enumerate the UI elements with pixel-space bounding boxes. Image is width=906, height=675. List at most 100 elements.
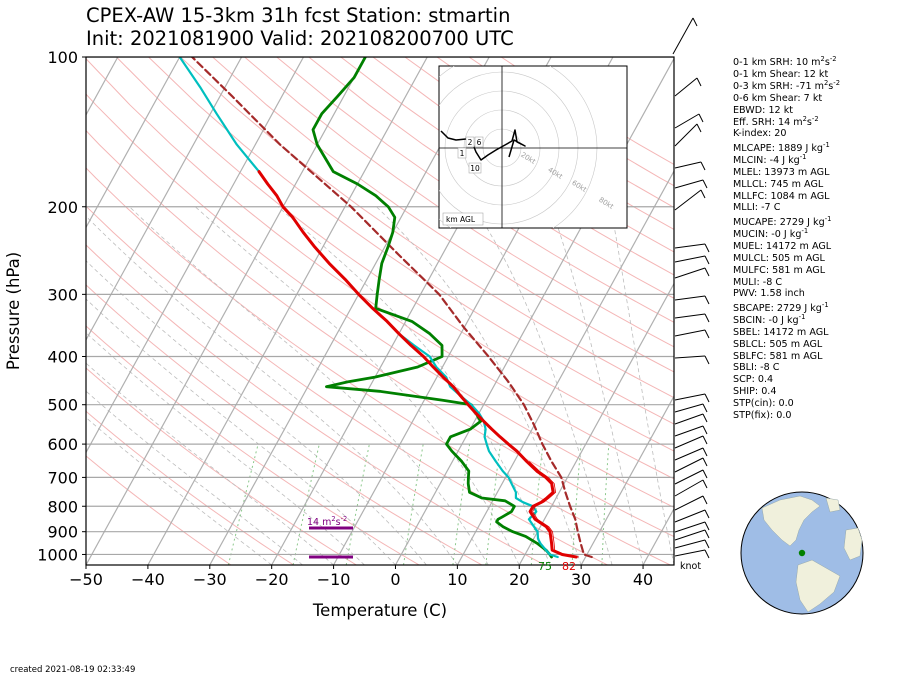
wind-barb-staff <box>674 123 698 147</box>
wind-barb-staff <box>674 435 704 449</box>
y-tick-label: 700 <box>47 468 78 487</box>
wind-barb-staff <box>674 329 706 337</box>
hodograph-legend-label: km AGL <box>446 215 476 224</box>
index-row: MLCAPE: 1889 J kg-1 <box>733 140 830 154</box>
hodograph-height-label: 1 <box>460 149 465 158</box>
wind-barb-staff <box>674 549 706 557</box>
wind-barb-staff <box>674 161 702 169</box>
isotherm-line <box>518 282 674 565</box>
wind-barb-flag <box>702 413 708 423</box>
wind-barb-flag <box>702 179 708 189</box>
wind-barb-flag <box>696 123 702 133</box>
index-row: STP(fix): 0.0 <box>733 410 792 422</box>
wind-barb-staff <box>674 469 704 485</box>
wind-barb-flag <box>704 243 710 253</box>
dry-adiabat-line <box>276 57 674 323</box>
y-tick-label: 300 <box>47 285 78 304</box>
wind-barb-flag <box>702 457 708 467</box>
hodograph-height-box <box>474 136 484 148</box>
moist-adiabat-line <box>129 206 489 565</box>
index-row: MLEL: 13973 m AGL <box>733 166 830 178</box>
x-tick-label: −10 <box>317 570 351 589</box>
index-row: SBLI: -8 C <box>733 362 780 374</box>
mixing-ratio-line <box>403 444 424 565</box>
dry-adiabat-line <box>340 57 674 276</box>
wind-unit-label: knot <box>680 561 701 572</box>
moist-adiabat-line <box>86 298 396 565</box>
mixing-ratio-line <box>227 443 259 565</box>
index-row: MLLFC: 1084 m AGL <box>733 190 830 202</box>
index-row: MLLCL: 745 m AGL <box>733 178 824 190</box>
parcel-profile-line <box>191 57 593 559</box>
globe-north-america <box>761 495 821 547</box>
y-axis-label: Pressure (hPa) <box>4 252 23 370</box>
index-row: K-index: 20 <box>733 128 787 140</box>
globe-africa <box>843 527 863 561</box>
mixing-ratio-line <box>345 443 370 565</box>
plot-frame <box>85 56 675 566</box>
wind-barb-staff <box>674 457 704 473</box>
index-row: MLLI: -7 C <box>733 202 781 214</box>
dry-adiabat-line <box>86 93 674 508</box>
wind-barb-flag <box>704 329 710 339</box>
wind-barb-flag <box>702 447 708 457</box>
dry-adiabat-line <box>86 244 545 565</box>
wind-barb-flag <box>696 77 702 87</box>
x-tick-label: 30 <box>571 570 591 589</box>
dry-adiabat-line <box>86 455 232 565</box>
x-tick-label: −50 <box>69 570 103 589</box>
dry-adiabat-line <box>244 57 674 348</box>
wind-barb-flag <box>704 539 710 549</box>
hodograph-legend-box <box>442 212 484 226</box>
globe-station-marker <box>798 549 806 557</box>
wind-barb-flag <box>700 189 706 199</box>
mixing-ratio-line <box>485 444 501 565</box>
wind-barb-staff <box>674 539 706 549</box>
x-tick-label: 20 <box>509 570 529 589</box>
index-row: 0-6 km Shear: 7 kt <box>733 92 823 104</box>
moist-adiabat-line <box>610 206 674 565</box>
dry-adiabat-line <box>86 325 420 565</box>
dry-adiabat-line <box>212 57 674 373</box>
wind-barb-flag <box>704 295 710 305</box>
surface-temperature-label: 82 <box>562 560 576 573</box>
wind-barb-flag <box>702 403 708 413</box>
index-row: SBLCL: 505 m AGL <box>733 338 823 350</box>
wind-barb-staff <box>674 295 706 301</box>
wind-barb-staff <box>674 267 706 279</box>
isotherm-line <box>86 57 243 342</box>
wind-barb-flag <box>704 529 710 539</box>
index-row: 0-3 km SRH: -71 m2s-2 <box>733 78 840 92</box>
wind-barb-staff <box>674 521 706 533</box>
index-row: MULFC: 581 m AGL <box>733 264 826 276</box>
wind-barb-staff <box>674 393 706 401</box>
wind-barb-flag <box>702 425 708 435</box>
index-row: MUCIN: -0 J kg-1 <box>733 226 809 240</box>
hodograph-height-label: 10 <box>470 164 480 173</box>
mixing-ratio-line <box>292 443 320 565</box>
wind-barb-staff <box>674 179 704 189</box>
wind-barb-staff <box>674 113 700 129</box>
chart-title-line-1: CPEX-AW 15-3km 31h fcst Station: stmarti… <box>86 4 511 27</box>
index-row: MUEL: 14172 m AGL <box>733 240 832 252</box>
wind-barb-staff <box>674 447 704 461</box>
dry-adiabat-line <box>86 205 608 565</box>
wind-barb-staff <box>674 403 704 413</box>
wind-barb-staff <box>674 479 704 497</box>
dry-adiabat-line <box>308 57 674 299</box>
isotherm-line <box>394 57 674 565</box>
index-row: SBCAPE: 2729 J kg-1 <box>733 300 829 314</box>
x-tick-label: −20 <box>255 570 289 589</box>
mixing-ratio-line <box>530 444 544 565</box>
dewpoint-profile-line <box>311 57 553 559</box>
moist-adiabat-line <box>86 417 272 565</box>
sounding-indices-panel: 0-1 km SRH: 10 m2s-2 0-1 km Shear: 12 kt 0… <box>733 55 840 422</box>
wind-barb-staff <box>674 189 702 211</box>
y-tick-label: 600 <box>47 435 78 454</box>
index-row: Eff. SRH: 14 m2s-2 <box>733 114 819 128</box>
y-tick-label: 400 <box>47 348 78 367</box>
index-row: SBCIN: -0 J kg-1 <box>733 312 806 326</box>
dry-adiabat-line <box>180 57 674 399</box>
index-row: 0-1 km Shear: 12 kt <box>733 68 829 80</box>
hodograph-height-box <box>457 147 467 159</box>
